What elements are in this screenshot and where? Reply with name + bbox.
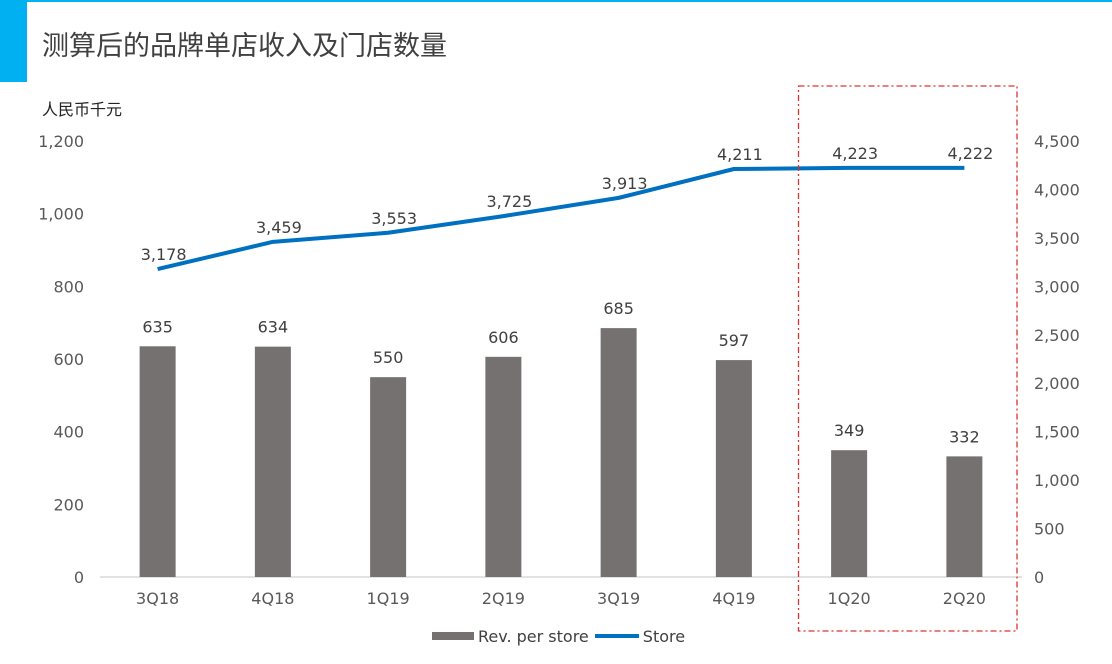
legend-item-line: Store (594, 626, 686, 646)
page-title: 测算后的品牌单店收入及门店数量 (42, 31, 447, 62)
line-data-label: 4,222 (947, 144, 993, 163)
line-data-label: 3,725 (486, 192, 532, 211)
y-left-tick-label: 200 (53, 495, 84, 514)
bar (831, 450, 868, 577)
y-right-tick-label: 1,500 (1034, 423, 1080, 442)
y-left-tick-label: 1,200 (38, 132, 84, 151)
line-data-label: 3,178 (141, 245, 187, 264)
x-tick-label: 2Q19 (482, 589, 525, 608)
bar-data-label: 332 (949, 427, 980, 446)
unit-label: 人民币千元 (42, 100, 123, 119)
bar-data-label: 685 (603, 299, 634, 318)
y-right-tick-label: 1,000 (1034, 471, 1080, 490)
store-line (157, 165, 965, 272)
line-data-label: 3,553 (371, 209, 417, 228)
line-data-label: 4,211 (717, 145, 763, 164)
legend-item-bar: Rev. per store (432, 627, 589, 646)
y-right-tick-label: 2,000 (1034, 374, 1080, 393)
legend-bar-swatch (432, 632, 474, 640)
x-tick-label: 4Q19 (712, 589, 755, 608)
y-right-tick-label: 500 (1034, 520, 1065, 539)
highlight-box (797, 85, 1018, 632)
y-right-tick-label: 0 (1034, 568, 1044, 587)
bar-data-label: 635 (142, 317, 173, 336)
line-data-label: 3,459 (256, 218, 302, 237)
x-tick-label: 1Q19 (367, 589, 410, 608)
y-right-tick-label: 4,500 (1034, 132, 1080, 151)
bar-data-label: 634 (258, 318, 289, 337)
legend-bar-label: Rev. per store (478, 626, 589, 646)
x-tick-label: 1Q20 (828, 589, 871, 608)
legend-line-swatch (594, 634, 639, 638)
bar (946, 456, 983, 577)
top-rule (27, 0, 1112, 2)
legend: Rev. per store Store (432, 625, 691, 647)
x-tick-label: 2Q20 (943, 589, 986, 608)
bar-data-label: 550 (373, 348, 404, 367)
y-right-tick-label: 3,000 (1034, 277, 1080, 296)
line-data-label: 3,913 (602, 174, 648, 193)
title-accent-bar (0, 0, 27, 82)
bar (715, 360, 752, 577)
bar (139, 346, 176, 577)
bar-data-label: 606 (488, 328, 519, 347)
bar (254, 346, 291, 577)
bar (370, 377, 407, 577)
x-tick-label: 3Q18 (136, 589, 179, 608)
bar-data-label: 349 (834, 421, 865, 440)
y-left-tick-label: 800 (53, 277, 84, 296)
x-tick-label: 3Q19 (597, 589, 640, 608)
y-left-tick-label: 1,000 (38, 205, 84, 224)
y-left-tick-label: 400 (53, 423, 84, 442)
bar (485, 356, 522, 577)
y-left-tick-label: 600 (53, 350, 84, 369)
y-right-tick-label: 3,500 (1034, 229, 1080, 248)
x-tick-label: 4Q18 (251, 589, 294, 608)
y-right-tick-label: 2,500 (1034, 326, 1080, 345)
legend-line-label: Store (642, 626, 686, 646)
line-data-label: 4,223 (832, 144, 878, 163)
bar-data-label: 597 (719, 331, 750, 350)
bar (600, 328, 637, 577)
y-left-tick-label: 0 (74, 568, 84, 587)
y-right-tick-label: 4,000 (1034, 180, 1080, 199)
